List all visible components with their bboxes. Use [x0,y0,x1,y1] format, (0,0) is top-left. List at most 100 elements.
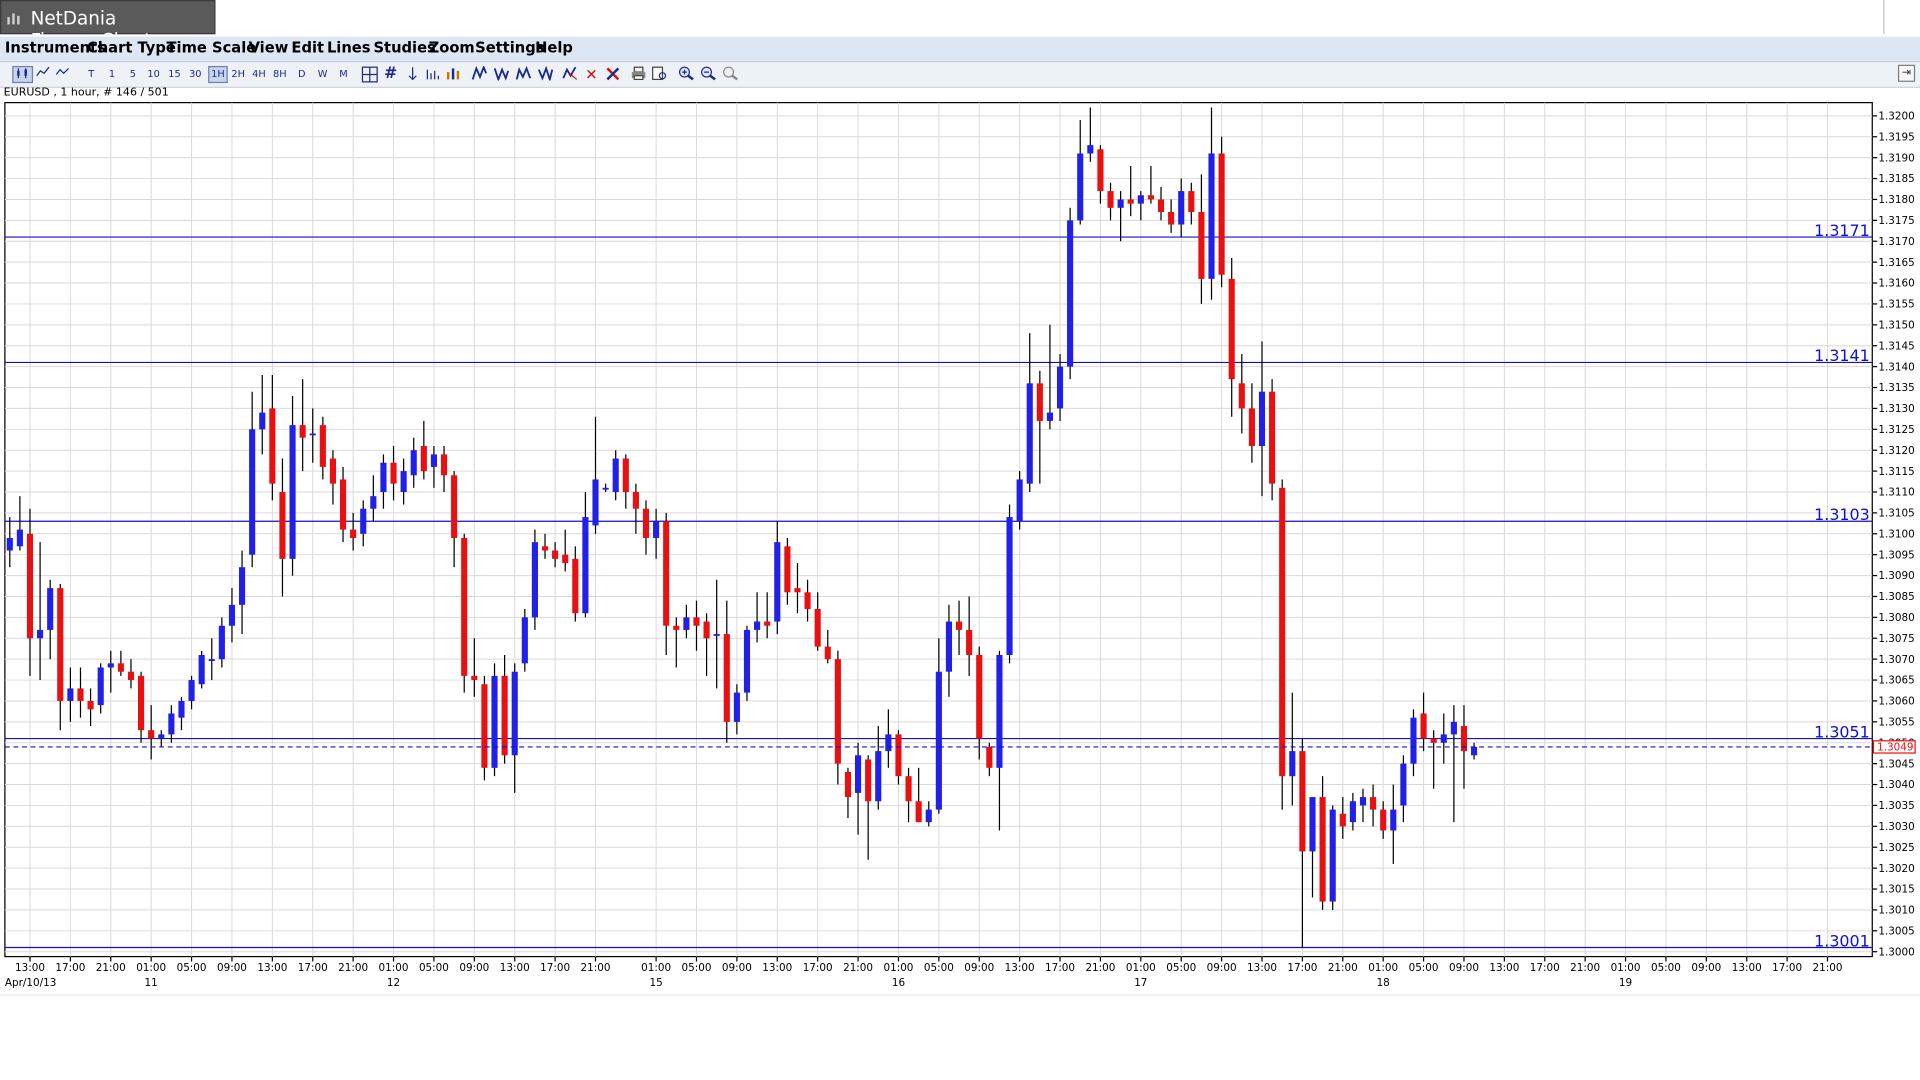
candle-down [1147,195,1154,200]
y-tick-label: 1.3065 [1878,675,1914,687]
date-label: 17 [1134,977,1147,989]
area-chart-icon[interactable] [54,66,71,83]
candle-down [955,621,963,630]
volume-icon[interactable] [424,66,441,83]
y-tick-label: 1.3145 [1878,340,1914,352]
candle-up [198,654,205,685]
collapse-panel-icon[interactable]: ⇥ [1897,64,1916,82]
chart-mode-icon[interactable] [12,65,34,84]
zoom-in-icon[interactable] [677,66,695,83]
timeframe-10m[interactable]: 10 [147,68,160,80]
bottom-divider [0,994,1920,996]
candle-down [693,617,700,626]
menu-view[interactable]: View [248,39,289,57]
x-tick-label: 05:00 [924,962,954,974]
x-tick-label: 01:00 [883,962,913,974]
grid-icon[interactable]: # [383,64,398,84]
menu-settings[interactable]: Settings [475,39,545,57]
gann-icon[interactable] [536,65,554,83]
candle-up [925,809,932,823]
menu-studies[interactable]: Studies [373,39,436,57]
timeframe-5m[interactable]: 5 [129,68,136,80]
timeframe-30m[interactable]: 30 [189,68,202,80]
menu-chart-type[interactable]: Chart Type [86,39,176,57]
crosshair-icon[interactable] [360,66,380,83]
delete-line-icon[interactable] [561,66,579,83]
x-tick-label: 17:00 [55,962,85,974]
candle-up [653,521,660,538]
menu-lines[interactable]: Lines [326,39,371,57]
menu-help[interactable]: Help [535,39,573,57]
menu-edit[interactable]: Edit [291,39,325,57]
timeframe-8h[interactable]: 8H [272,68,287,80]
candle-down [572,558,579,614]
candle-up [218,625,225,660]
timeframe-daily[interactable]: D [298,68,306,80]
candle-volume-icon[interactable] [444,66,464,83]
timeframe-weekly[interactable]: W [317,68,328,80]
timeframe-2h[interactable]: 2H [231,68,245,80]
x-tick-label: 13:00 [15,962,45,974]
candle-up [511,671,518,756]
delete-studies-icon[interactable] [604,66,622,83]
timeframe-1m[interactable]: 1 [108,68,116,80]
candle-down [1319,797,1326,902]
line-chart-icon[interactable] [34,66,51,83]
candle-down [471,675,478,681]
scale-icon[interactable] [404,66,420,83]
menu-zoom[interactable]: Zoom [428,39,475,57]
candle-down [1380,809,1387,831]
candle-down [824,646,831,660]
candle-up [178,700,185,718]
y-tick-label: 1.3165 [1878,257,1914,269]
candle-down [1168,211,1175,225]
timeframe-1h[interactable]: 1H [208,65,228,84]
y-tick-label: 1.3025 [1878,842,1914,854]
candle-up [945,621,953,672]
candle-up [1087,145,1094,154]
menu-instruments[interactable]: Instruments [4,39,106,57]
candle-up [370,496,377,509]
print-icon[interactable] [629,66,647,83]
menu-time-scale[interactable]: Time Scale [166,39,257,57]
candle-up [1349,801,1356,823]
candle-down [77,688,84,701]
candle-down [663,521,670,626]
print-preview-icon[interactable] [650,66,668,83]
channel-icon[interactable] [492,66,510,83]
y-tick-label: 1.3170 [1878,236,1914,248]
level-label: 1.3001 [1814,931,1870,950]
delete-all-icon[interactable]: ✕ [585,65,598,84]
level-label: 1.3051 [1814,722,1870,741]
x-tick-label: 13:00 [762,962,792,974]
candle-down [834,659,841,764]
candle-down [319,425,326,467]
timeframe-4h[interactable]: 4H [252,68,266,80]
candle-down [541,546,549,551]
timeframe-monthly[interactable]: M [339,68,348,80]
fibonacci-icon[interactable] [514,65,532,83]
candle-up [592,479,599,526]
candle-up [582,517,589,614]
x-tick-label: 17:00 [1772,962,1802,974]
y-tick-label: 1.3020 [1878,863,1914,875]
timeframe-tick[interactable]: T [88,68,95,80]
candle-up [885,734,892,752]
zoom-reset-icon[interactable] [721,66,739,83]
candle-up [67,688,74,701]
candle-up [228,604,236,626]
y-tick-label: 1.3115 [1878,466,1914,478]
x-tick-label: 09:00 [1449,962,1479,974]
x-tick-label: 09:00 [217,962,247,974]
timeframe-15m[interactable]: 15 [168,68,181,80]
trendline-icon[interactable] [470,64,488,83]
candle-up [47,588,54,630]
candle-up [107,663,114,668]
x-tick-label: 21:00 [1085,962,1115,974]
y-tick-label: 1.3085 [1878,591,1914,603]
zoom-out-icon[interactable] [699,66,717,83]
date-label: 11 [145,977,158,989]
y-tick-label: 1.3060 [1878,696,1914,708]
y-tick-label: 1.3140 [1878,361,1914,373]
